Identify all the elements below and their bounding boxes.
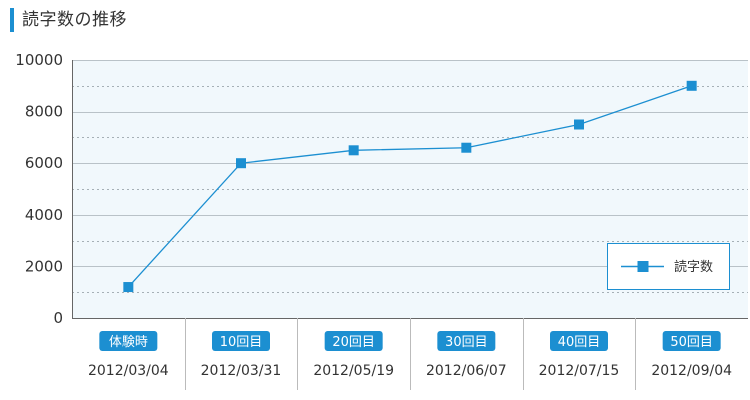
data-point: [236, 158, 246, 169]
category-badge: [212, 331, 270, 351]
title-accent-bar: [10, 8, 14, 32]
legend-label: 読字数: [674, 259, 713, 275]
y-tick-label: 0: [53, 309, 63, 327]
category-label: 20回目: [332, 335, 375, 350]
category-date: 2012/03/04: [88, 363, 169, 379]
category-label: 体験時: [109, 335, 148, 350]
data-point: [123, 282, 134, 293]
category-badge: [550, 331, 608, 351]
y-tick-label: 6000: [25, 154, 63, 172]
category-badge: [324, 331, 383, 351]
y-tick-label: 4000: [25, 206, 63, 224]
y-tick-label: 8000: [25, 103, 63, 121]
data-point: [686, 80, 697, 91]
category-date: 2012/07/15: [539, 363, 620, 379]
category-badge: [99, 331, 158, 351]
legend-marker: [637, 261, 649, 272]
series-line: [127, 85, 692, 288]
data-point: [574, 119, 584, 130]
chart-title: 読字数の推移: [22, 10, 127, 30]
y-tick-label: 2000: [25, 257, 63, 275]
category-label: 40回目: [558, 335, 601, 350]
data-point: [461, 142, 472, 153]
category-date: 2012/09/04: [651, 363, 732, 379]
category-label: 50回目: [670, 335, 713, 350]
data-point: [348, 145, 359, 156]
category-label: 10回目: [220, 335, 263, 350]
category-date: 2012/05/19: [313, 363, 394, 379]
category-badge: [662, 331, 721, 351]
y-tick-label: 10000: [15, 51, 63, 69]
category-label: 30回目: [445, 335, 488, 350]
category-date: 2012/03/31: [201, 363, 282, 379]
category-badge: [437, 331, 496, 351]
category-date: 2012/06/07: [426, 363, 507, 379]
